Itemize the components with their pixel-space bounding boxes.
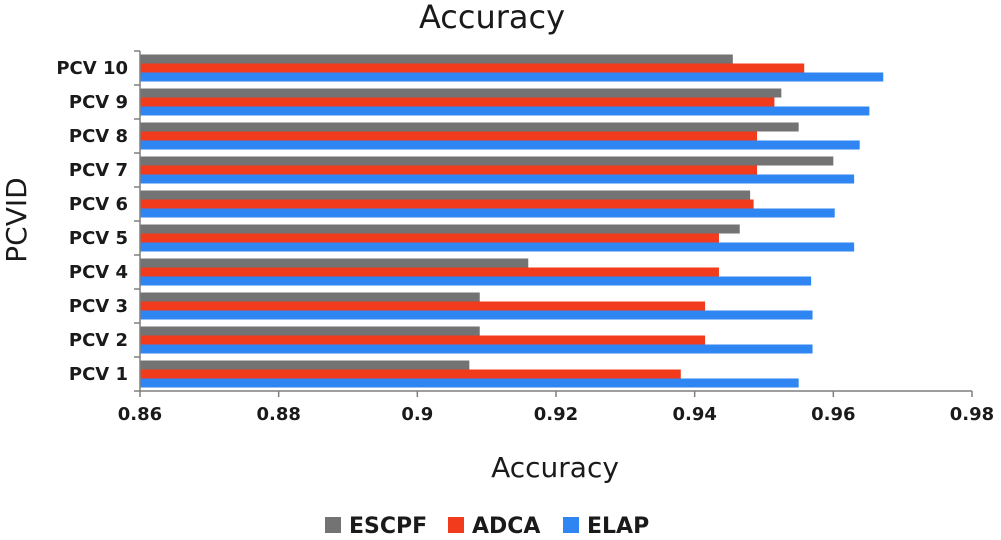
bar-adca-6 [140,199,754,209]
bar-adca-9 [140,97,775,107]
x-tick-label: 0.88 [256,404,300,425]
y-tick-label: PCV 10 [56,58,128,79]
axes-group [134,50,973,397]
bar-adca-2 [140,335,706,345]
bar-elap-9 [140,106,870,116]
y-tick-label: PCV 8 [69,126,128,147]
bar-escpf-10 [140,54,733,64]
bar-escpf-9 [140,88,782,98]
bar-elap-5 [140,242,855,252]
x-tick-label: 0.94 [672,404,716,425]
bar-elap-3 [140,310,813,320]
bar-adca-7 [140,165,758,175]
bar-adca-3 [140,301,706,311]
bar-elap-8 [140,140,860,150]
legend-swatch-elap [563,517,579,533]
bar-escpf-6 [140,190,751,200]
bar-adca-1 [140,369,681,379]
bars-group [140,54,884,388]
x-tick-label: 0.98 [950,404,994,425]
legend: ESCPF ADCA ELAP [325,514,649,539]
legend-label-escpf: ESCPF [349,514,427,539]
legend-label-elap: ELAP [587,514,649,539]
y-tick-label: PCV 3 [69,296,128,317]
y-tick-label: PCV 2 [69,330,128,351]
bar-adca-4 [140,267,719,277]
x-axis-title: Accuracy [491,451,619,484]
y-tick-label: PCV 9 [69,92,128,113]
legend-swatch-escpf [325,517,341,533]
bar-escpf-7 [140,156,834,166]
legend-swatch-adca [448,517,464,533]
y-tick-label: PCV 4 [69,262,128,283]
bar-adca-5 [140,233,719,243]
bar-escpf-2 [140,326,480,336]
chart-title: Accuracy [419,0,565,36]
bar-escpf-3 [140,292,480,302]
bar-elap-4 [140,276,812,286]
y-axis-title: PCVID [0,177,33,262]
bar-elap-2 [140,344,813,354]
bar-escpf-5 [140,224,740,234]
bar-elap-10 [140,72,884,82]
y-tick-label: PCV 6 [69,194,128,215]
x-tick-label: 0.86 [118,404,162,425]
ticks-group: PCV 1 PCV 2 PCV 3 PCV 4 PCV 5 PCV 6 PCV 7 PCV 8… [56,58,994,425]
x-tick-label: 0.92 [534,404,578,425]
x-tick-label: 0.9 [401,404,433,425]
y-tick-label: PCV 5 [69,228,128,249]
bar-escpf-4 [140,258,529,268]
x-tick-label: 0.96 [811,404,855,425]
legend-label-adca: ADCA [472,514,540,539]
bar-adca-8 [140,131,758,141]
bar-elap-6 [140,208,835,218]
y-tick-label: PCV 7 [69,160,128,181]
bar-escpf-1 [140,360,470,370]
bar-adca-10 [140,63,805,73]
y-tick-label: PCV 1 [69,364,128,385]
bar-elap-1 [140,378,799,388]
bar-escpf-8 [140,122,799,132]
bar-elap-7 [140,174,855,184]
